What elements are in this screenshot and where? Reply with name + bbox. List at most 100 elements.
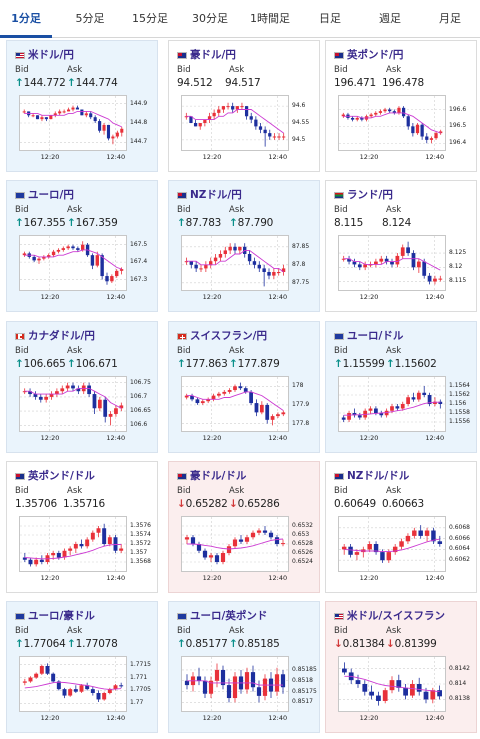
x-tick-label: 12:40 [268,434,288,442]
candle-body [395,406,400,409]
y-tick-label: 8.125 [449,249,467,257]
rate-card-nzdusd[interactable]: NZドル/ドル Bid Ask 0.60649 0.60663 0.6068 0.6066 0… [325,461,477,593]
x-tick-label: 12:40 [268,293,288,301]
pair-name[interactable]: 豪ドル/円 [190,49,236,61]
candle-body [240,106,244,108]
rate-card-audjpy[interactable]: 豪ドル/円 Bid Ask 94.512 94.517 94.6 94.55 94.5 12:2… [168,40,320,172]
candle-body [256,530,262,533]
candle-body [256,687,262,696]
pair-name[interactable]: 豪ドル/ドル [190,470,247,482]
candle-body [222,391,227,394]
pair-name[interactable]: 英ポンド/円 [347,49,404,61]
bid-ask-labels: Bid Ask [177,626,244,636]
pair-title[interactable]: ユーロ/豪ドル [15,608,95,622]
candle-body [250,672,256,688]
candle-body [226,546,232,553]
pair-title[interactable]: NZドル/ドル [334,468,409,482]
candle-body [189,261,193,265]
ask-value: 167.359 [75,217,118,229]
pair-title[interactable]: 米ドル/円 [15,47,74,61]
pair-title[interactable]: 米ドル/スイスフラン [334,608,445,622]
pair-name[interactable]: 英ポンド/ドル [28,470,95,482]
tab-1[interactable]: 5分足 [75,12,105,25]
pair-name[interactable]: NZドル/ドル [347,470,410,482]
pair-name[interactable]: 米ドル/円 [28,49,74,61]
pair-title[interactable]: カナダドル/円 [15,328,95,342]
pair-title[interactable]: ユーロ/英ポンド [177,608,267,622]
candle-body [342,668,347,673]
pair-name[interactable]: NZドル/円 [190,189,242,201]
tab-4[interactable]: 1時間足 [250,12,290,25]
candle-body [281,268,286,272]
pair-title[interactable]: NZドル/円 [177,187,242,201]
tab-2[interactable]: 15分足 [132,12,168,25]
tab-0[interactable]: 1分足 [0,0,52,38]
pair-name[interactable]: ユーロ/円 [28,189,74,201]
rate-card-eurusd[interactable]: ユーロ/ドル Bid Ask ↑1.15599↑1.15602 1.1564 1.1562… [325,321,477,453]
pair-title[interactable]: スイスフラン/円 [177,328,267,342]
candle-body [347,413,351,420]
rate-card-eurjpy[interactable]: ユーロ/円 Bid Ask ↑167.355↑167.359 167.5 167.4 167… [6,180,158,312]
chart-plot-area [338,516,446,572]
candle-body [113,685,118,690]
y-tick-label: 1.3568 [130,558,151,565]
mini-candle-chart: 8.125 8.12 8.115 12:20 12:40 [338,235,470,305]
tab-3[interactable]: 30分足 [192,12,228,25]
candle-body [437,690,442,697]
pair-title[interactable]: 豪ドル/ドル [177,468,246,482]
chart-plot-area [19,235,127,291]
pair-title[interactable]: ユーロ/ドル [334,328,403,342]
pair-name[interactable]: ユーロ/ドル [347,330,404,342]
pair-name[interactable]: ユーロ/英ポンド [190,610,268,622]
ask-value: 94.517 [225,77,261,89]
candles-svg [20,657,126,711]
rate-card-usdjpy[interactable]: 米ドル/円 Bid Ask ↑144.772↑144.774 144.9 144.8 144… [6,40,158,172]
candle-body [80,109,84,116]
rate-card-gbpjpy[interactable]: 英ポンド/円 Bid Ask 196.471 196.478 196.6 196.5 196.… [325,40,477,172]
ask-label: Ask [67,205,83,215]
candle-body [360,117,364,120]
pair-name[interactable]: ランド/円 [347,189,393,201]
chart-plot-area [19,376,127,432]
rate-card-gbpusd[interactable]: 英ポンド/ドル Bid Ask 1.35706 1.35716 1.3576 1.3574 1… [6,461,158,593]
candle-body [62,111,66,113]
x-tick-label: 12:40 [106,714,126,722]
pair-title[interactable]: ランド/円 [334,187,393,201]
moving-average-line [24,110,122,128]
pair-name[interactable]: カナダドル/円 [28,330,95,342]
tab-6[interactable]: 週足 [379,12,401,25]
rate-card-eurgbp[interactable]: ユーロ/英ポンド Bid Ask ↑0.85177↑0.85185 0.85185 0.8… [168,601,320,733]
bid-label: Bid [334,65,348,75]
candle-body [208,555,214,558]
tab-7[interactable]: 月足 [439,12,461,25]
pair-name[interactable]: スイスフラン/円 [190,330,268,342]
y-tick-label: 167.5 [130,240,148,248]
pair-title[interactable]: 豪ドル/円 [177,47,236,61]
x-tick-label: 12:40 [106,574,126,582]
candles-svg [182,377,288,431]
rate-card-nzdjpy[interactable]: NZドル/円 Bid Ask ↑87.783 ↑87.790 87.85 87.8 87.75… [168,180,320,312]
rate-card-zarjpy[interactable]: ランド/円 Bid Ask 8.115 8.124 8.125 8.12 8.115 12:20… [325,180,477,312]
pair-title[interactable]: 英ポンド/ドル [15,468,95,482]
rate-card-euraud[interactable]: ユーロ/豪ドル Bid Ask ↑1.77064↑1.77078 1.7715 1.771… [6,601,158,733]
candle-body [108,413,113,417]
candle-body [376,695,381,701]
candle-body [213,257,218,262]
mini-candle-chart: 87.85 87.8 87.75 12:20 12:40 [181,235,313,305]
rate-card-cadjpy[interactable]: カナダドル/円 Bid Ask ↑106.665↑106.671 106.75 106.7… [6,321,158,453]
candle-body [184,261,189,263]
candle-body [386,552,392,561]
tab-5[interactable]: 日足 [319,12,341,25]
candle-body [190,395,194,400]
candle-body [85,539,90,547]
pair-name[interactable]: 米ドル/スイスフラン [347,610,446,622]
pair-title[interactable]: ユーロ/円 [15,187,74,201]
candles-svg [339,377,445,431]
pair-name[interactable]: ユーロ/豪ドル [28,610,95,622]
rate-card-audusd[interactable]: 豪ドル/ドル Bid Ask ↓0.65282↓0.65286 0.6532 0.653 0… [168,461,320,593]
pair-title[interactable]: 英ポンド/円 [334,47,403,61]
y-tick-label: 106.75 [130,378,151,386]
rate-card-chfjpy[interactable]: スイスフラン/円 Bid Ask ↑177.863↑177.879 178 177.9 17… [168,321,320,453]
candle-body [87,385,91,395]
rate-card-usdchf[interactable]: 米ドル/スイスフラン Bid Ask ↓0.81384↓0.81399 0.8142 0.… [325,601,477,733]
